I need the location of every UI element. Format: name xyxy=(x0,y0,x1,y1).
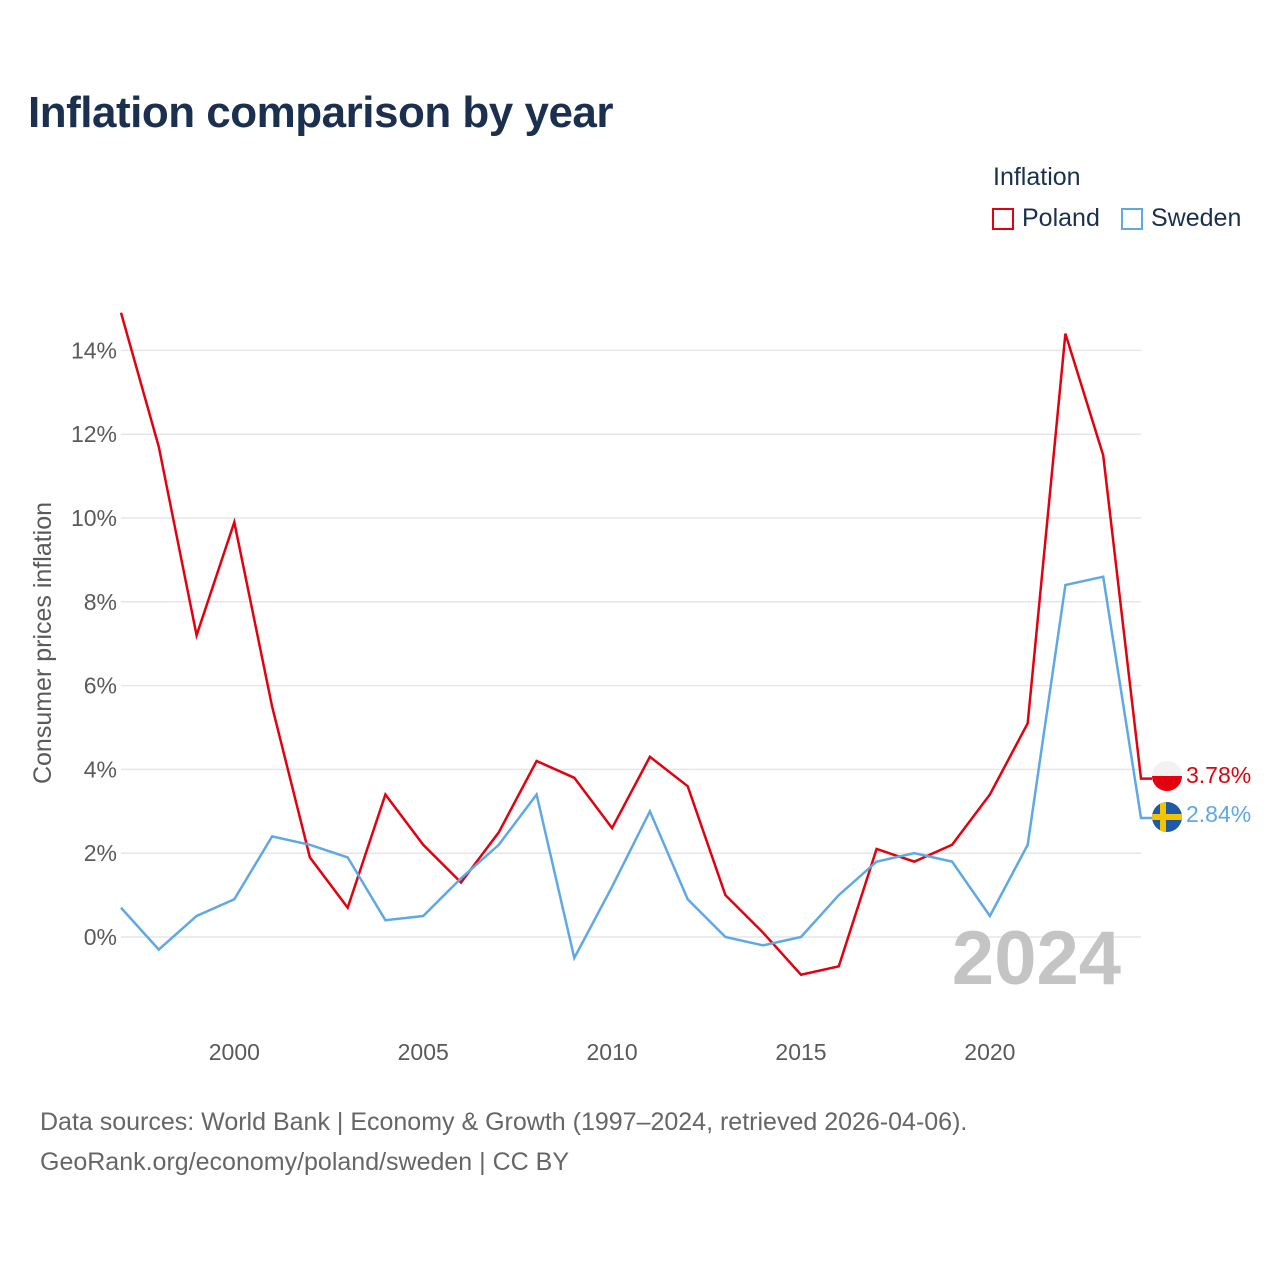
footer-credit: GeoRank.org/economy/poland/sweden | CC B… xyxy=(40,1148,570,1176)
y-tick-label: 8% xyxy=(84,589,117,615)
y-tick-label: 14% xyxy=(71,337,117,363)
series-line-poland xyxy=(119,312,1152,977)
marker-layer xyxy=(1152,761,1182,832)
series-layer xyxy=(119,312,1152,977)
legend-title: Inflation xyxy=(993,163,1081,191)
footer-source: Data sources: World Bank | Economy & Gro… xyxy=(40,1108,968,1136)
legend-swatch-poland xyxy=(992,207,1014,230)
y-tick-label: 6% xyxy=(84,673,117,699)
legend-item-poland[interactable]: Poland xyxy=(992,204,1100,233)
axis-layer: 0% 2% 4% 6% 8% 10% 12% 14% 2000 2005 2010 2015 2020 xyxy=(71,337,1016,1065)
y-tick-label: 12% xyxy=(71,421,117,447)
grid-layer xyxy=(121,349,1141,938)
legend-label-sweden: Sweden xyxy=(1151,204,1242,232)
y-axis-label: Consumer prices inflation xyxy=(29,502,57,784)
end-label-poland: 3.78% xyxy=(1186,762,1251,788)
legend-item-sweden[interactable]: Sweden xyxy=(1121,204,1241,233)
chart-title: Inflation comparison by year xyxy=(28,88,614,137)
legend-swatch-sweden xyxy=(1121,207,1143,230)
sweden-flag-icon xyxy=(1152,802,1182,832)
y-tick-label: 4% xyxy=(84,756,117,782)
y-tick-label: 2% xyxy=(84,840,117,866)
series-line-sweden xyxy=(120,575,1152,962)
x-tick-label: 2010 xyxy=(587,1039,638,1065)
x-tick-label: 2015 xyxy=(775,1039,826,1065)
legend-label-poland: Poland xyxy=(1022,204,1100,232)
y-tick-label: 10% xyxy=(71,505,117,531)
year-watermark: 2024 xyxy=(952,916,1121,1001)
x-tick-label: 2005 xyxy=(398,1039,449,1065)
end-label-sweden: 2.84% xyxy=(1186,801,1251,827)
y-tick-label: 0% xyxy=(84,924,117,950)
x-tick-label: 2020 xyxy=(964,1039,1015,1065)
x-tick-label: 2000 xyxy=(209,1039,260,1065)
poland-flag-icon xyxy=(1152,761,1182,791)
